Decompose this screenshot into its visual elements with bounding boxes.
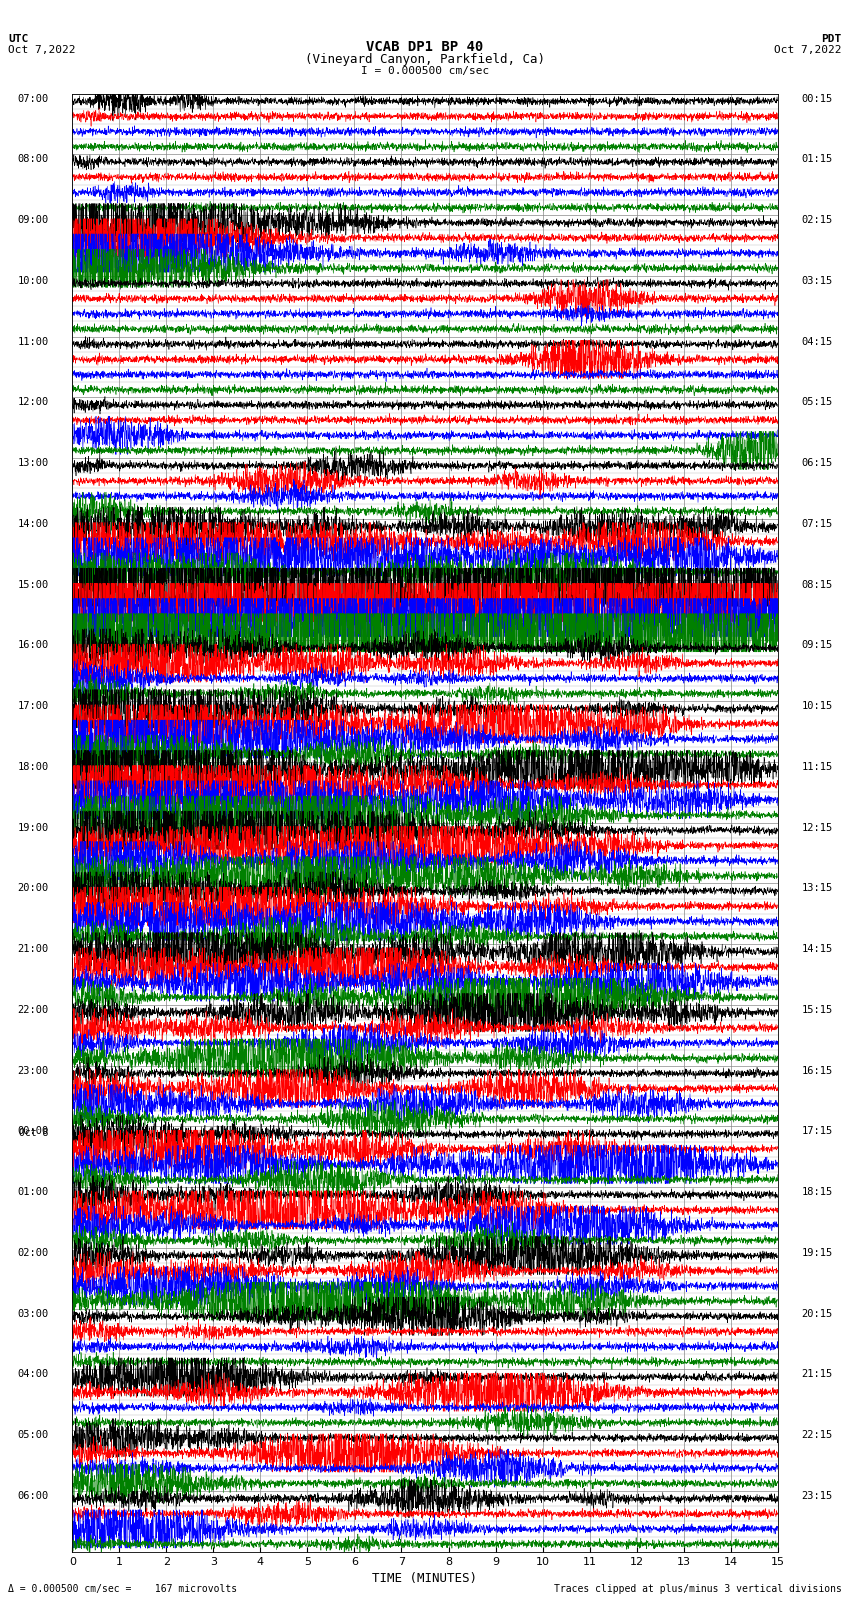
Text: 14:15: 14:15 — [802, 944, 832, 955]
Text: 00:15: 00:15 — [802, 94, 832, 103]
Text: 15:15: 15:15 — [802, 1005, 832, 1015]
Text: 23:15: 23:15 — [802, 1490, 832, 1502]
Text: 15:00: 15:00 — [18, 579, 48, 590]
Text: 17:15: 17:15 — [802, 1126, 832, 1137]
Text: Oct 7,2022: Oct 7,2022 — [774, 45, 842, 55]
Text: 01:15: 01:15 — [802, 155, 832, 165]
Text: 13:00: 13:00 — [18, 458, 48, 468]
Text: 12:00: 12:00 — [18, 397, 48, 408]
Text: 20:15: 20:15 — [802, 1308, 832, 1319]
Text: 08:15: 08:15 — [802, 579, 832, 590]
Text: 09:15: 09:15 — [802, 640, 832, 650]
Text: 13:15: 13:15 — [802, 884, 832, 894]
Text: 19:00: 19:00 — [18, 823, 48, 832]
Text: 22:15: 22:15 — [802, 1431, 832, 1440]
Text: 17:00: 17:00 — [18, 702, 48, 711]
Text: 07:15: 07:15 — [802, 519, 832, 529]
Text: (Vineyard Canyon, Parkfield, Ca): (Vineyard Canyon, Parkfield, Ca) — [305, 53, 545, 66]
Text: Oct 8: Oct 8 — [20, 1127, 48, 1137]
Text: 03:00: 03:00 — [18, 1308, 48, 1319]
Text: 14:00: 14:00 — [18, 519, 48, 529]
Text: I = 0.000500 cm/sec: I = 0.000500 cm/sec — [361, 66, 489, 76]
Text: 11:00: 11:00 — [18, 337, 48, 347]
Text: 22:00: 22:00 — [18, 1005, 48, 1015]
Text: UTC: UTC — [8, 34, 29, 44]
Text: 23:00: 23:00 — [18, 1066, 48, 1076]
Text: 10:15: 10:15 — [802, 702, 832, 711]
X-axis label: TIME (MINUTES): TIME (MINUTES) — [372, 1573, 478, 1586]
Text: 16:00: 16:00 — [18, 640, 48, 650]
Text: Oct 7,2022: Oct 7,2022 — [8, 45, 76, 55]
Text: 19:15: 19:15 — [802, 1248, 832, 1258]
Text: 18:00: 18:00 — [18, 761, 48, 773]
Text: Δ = 0.000500 cm/sec =    167 microvolts: Δ = 0.000500 cm/sec = 167 microvolts — [8, 1584, 238, 1594]
Text: 18:15: 18:15 — [802, 1187, 832, 1197]
Text: 21:00: 21:00 — [18, 944, 48, 955]
Text: 10:00: 10:00 — [18, 276, 48, 286]
Text: 04:15: 04:15 — [802, 337, 832, 347]
Text: 03:15: 03:15 — [802, 276, 832, 286]
Text: 20:00: 20:00 — [18, 884, 48, 894]
Text: 09:00: 09:00 — [18, 215, 48, 226]
Text: 05:00: 05:00 — [18, 1431, 48, 1440]
Text: 16:15: 16:15 — [802, 1066, 832, 1076]
Text: 07:00: 07:00 — [18, 94, 48, 103]
Text: 00:00: 00:00 — [18, 1126, 48, 1137]
Text: 04:00: 04:00 — [18, 1369, 48, 1379]
Text: 21:15: 21:15 — [802, 1369, 832, 1379]
Text: 01:00: 01:00 — [18, 1187, 48, 1197]
Text: 05:15: 05:15 — [802, 397, 832, 408]
Text: VCAB DP1 BP 40: VCAB DP1 BP 40 — [366, 40, 484, 55]
Text: 02:15: 02:15 — [802, 215, 832, 226]
Text: 12:15: 12:15 — [802, 823, 832, 832]
Text: 02:00: 02:00 — [18, 1248, 48, 1258]
Text: 06:00: 06:00 — [18, 1490, 48, 1502]
Text: 08:00: 08:00 — [18, 155, 48, 165]
Text: 06:15: 06:15 — [802, 458, 832, 468]
Text: Traces clipped at plus/minus 3 vertical divisions: Traces clipped at plus/minus 3 vertical … — [553, 1584, 842, 1594]
Text: PDT: PDT — [821, 34, 842, 44]
Text: 11:15: 11:15 — [802, 761, 832, 773]
